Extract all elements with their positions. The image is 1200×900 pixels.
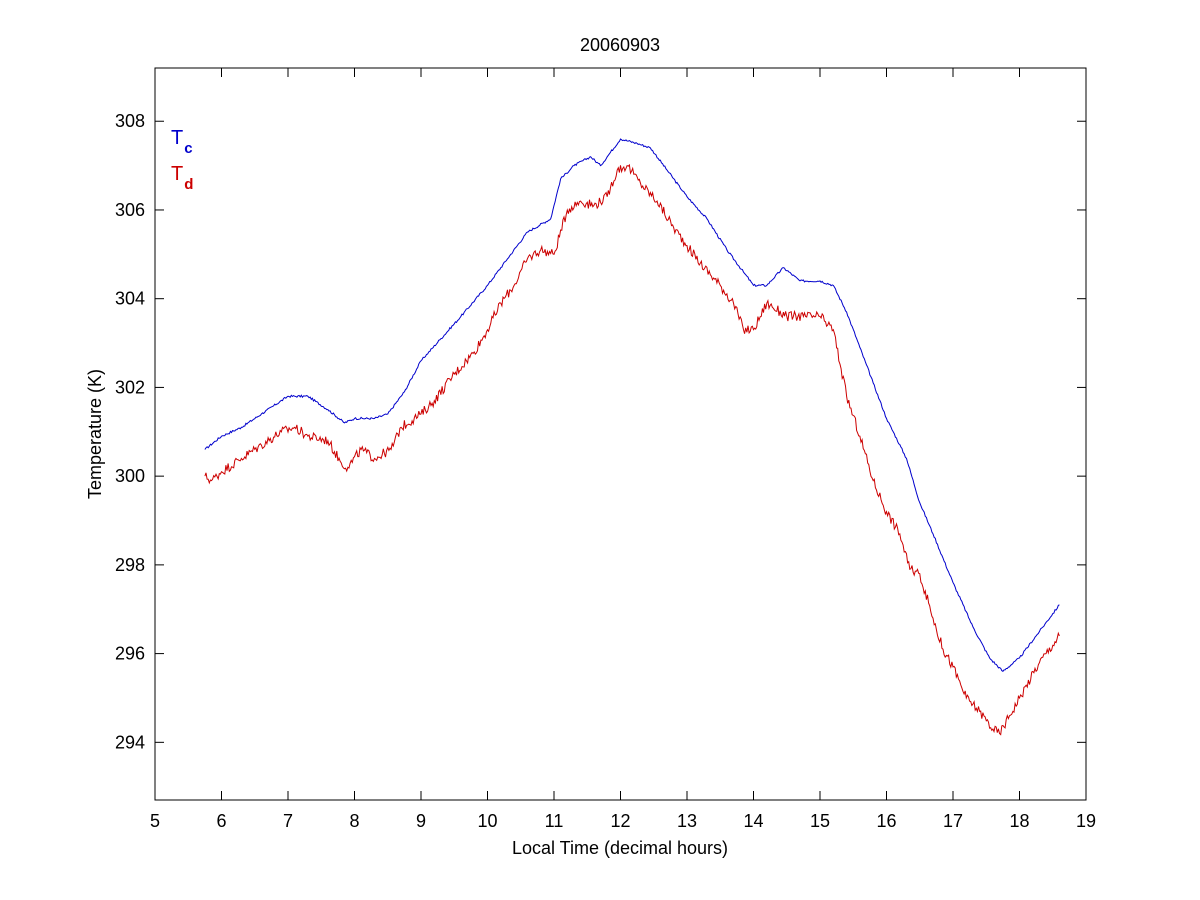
chart-title: 20060903	[580, 35, 660, 55]
x-tick-label: 10	[477, 811, 497, 831]
series-layer	[204, 138, 1060, 736]
legend-subscript: c	[184, 140, 192, 157]
x-axis-label: Local Time (decimal hours)	[512, 838, 728, 858]
x-tick-label: 17	[943, 811, 963, 831]
x-tick-label: 12	[610, 811, 630, 831]
y-tick-label: 304	[115, 289, 145, 309]
x-tick-label: 14	[743, 811, 763, 831]
plot-area	[154, 67, 1087, 801]
y-tick-label: 306	[115, 200, 145, 220]
legend-entry-d: Td	[171, 163, 193, 193]
legend-symbol: T	[171, 127, 183, 149]
legend-symbol: T	[171, 163, 183, 185]
y-tick-label: 298	[115, 555, 145, 575]
x-tick-label: 18	[1009, 811, 1029, 831]
y-tick-label: 302	[115, 377, 145, 397]
y-tick-label: 300	[115, 466, 145, 486]
y-tick-label: 296	[115, 644, 145, 664]
series-line-d	[204, 163, 1060, 736]
x-tick-label: 19	[1076, 811, 1096, 831]
x-tick-label: 16	[876, 811, 896, 831]
x-tick-label: 5	[150, 811, 160, 831]
x-tick-label: 11	[545, 811, 564, 831]
y-tick-label: 308	[115, 111, 145, 131]
legend-subscript: d	[184, 176, 193, 193]
x-tick-label: 8	[349, 811, 359, 831]
x-tick-label: 6	[216, 811, 226, 831]
series-line-c	[204, 138, 1060, 672]
y-tick-label: 294	[115, 732, 145, 752]
x-tick-label: 7	[283, 811, 293, 831]
y-axis-label: Temperature (K)	[85, 369, 105, 499]
x-tick-label: 15	[810, 811, 830, 831]
x-tick-label: 9	[416, 811, 426, 831]
ticks-layer: 5 6 7 8 9 10 11 12 13 14 15 16 17 18 19 294 296 298 300 302…	[115, 68, 1096, 831]
x-tick-label: 13	[677, 811, 697, 831]
legend-entry-c: Tc	[171, 127, 193, 157]
